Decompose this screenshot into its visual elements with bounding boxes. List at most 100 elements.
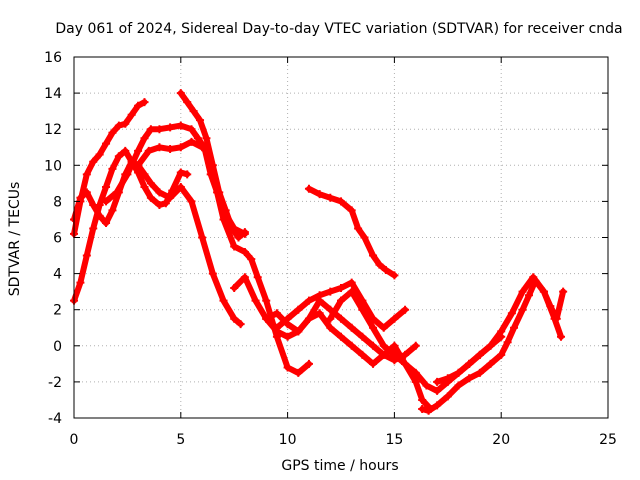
x-tick-label: 0 <box>70 432 79 448</box>
data-point <box>337 284 345 293</box>
data-point <box>251 296 260 305</box>
data-point <box>390 271 399 280</box>
data-point <box>337 332 345 341</box>
data-point <box>89 224 98 233</box>
data-point <box>411 341 420 350</box>
data-point <box>240 273 249 282</box>
series-arc-10 <box>304 184 399 280</box>
data-point <box>354 224 363 233</box>
data-point <box>550 314 559 323</box>
data-point <box>390 350 399 359</box>
data-point <box>155 125 164 134</box>
data-point <box>253 273 262 282</box>
data-point <box>358 305 367 314</box>
data-point <box>82 188 91 197</box>
data-point <box>326 287 335 296</box>
series-arc-6 <box>176 89 249 242</box>
data-point <box>89 157 98 166</box>
data-point <box>168 186 177 195</box>
data-point <box>347 206 356 215</box>
data-point <box>198 233 207 242</box>
data-point <box>347 323 356 332</box>
data-point <box>347 287 356 296</box>
data-point <box>202 134 211 143</box>
data-point <box>294 305 303 314</box>
data-point <box>369 323 378 332</box>
data-point <box>475 368 484 377</box>
data-point <box>187 197 196 206</box>
y-tick-label: 14 <box>44 86 62 102</box>
data-point <box>262 296 271 305</box>
data-point <box>422 381 431 390</box>
data-point <box>454 368 463 377</box>
data-point <box>134 161 143 170</box>
data-point <box>114 152 123 161</box>
data-point <box>196 116 205 125</box>
data-point <box>510 323 519 332</box>
data-point <box>176 143 185 152</box>
data-point <box>108 128 117 137</box>
series-arc-9 <box>262 296 420 365</box>
data-point <box>315 190 324 199</box>
data-point <box>123 170 132 179</box>
data-point <box>102 197 111 206</box>
data-point <box>433 386 442 395</box>
data-point <box>82 170 91 179</box>
data-point <box>507 309 516 318</box>
data-point <box>337 197 345 206</box>
data-point <box>176 182 185 191</box>
data-point <box>518 287 527 296</box>
data-point <box>146 193 155 202</box>
data-point <box>102 219 111 228</box>
data-point <box>294 368 303 377</box>
data-point <box>198 143 207 152</box>
data-point <box>326 314 335 323</box>
data-point <box>108 164 117 173</box>
data-point <box>183 98 192 107</box>
data-point <box>176 121 185 130</box>
data-point <box>221 206 230 215</box>
data-point <box>183 170 192 179</box>
data-point <box>497 327 506 336</box>
y-tick-label: 4 <box>53 267 62 283</box>
data-point <box>208 269 217 278</box>
data-point <box>134 168 143 177</box>
data-point <box>358 350 367 359</box>
data-point <box>418 395 427 404</box>
data-point <box>102 139 111 148</box>
data-point <box>360 233 369 242</box>
data-point <box>189 107 198 116</box>
data-point <box>102 182 111 191</box>
data-point <box>401 350 410 359</box>
data-point <box>230 284 239 293</box>
data-point <box>475 350 484 359</box>
data-point <box>240 247 249 256</box>
data-point <box>347 278 356 287</box>
data-point <box>82 251 91 260</box>
data-point <box>108 206 117 215</box>
data-point <box>272 323 281 332</box>
data-point <box>326 193 335 202</box>
data-point <box>208 161 217 170</box>
data-point <box>557 332 566 341</box>
data-point <box>369 341 378 350</box>
data-point <box>155 143 164 152</box>
x-tick-label: 15 <box>385 432 403 448</box>
data-point <box>155 201 164 210</box>
data-point <box>486 359 495 368</box>
data-point <box>390 314 399 323</box>
data-point <box>272 309 281 318</box>
data-point <box>247 255 256 264</box>
data-point <box>315 309 324 318</box>
data-point <box>518 305 527 314</box>
x-tick-label: 20 <box>492 432 510 448</box>
data-point <box>127 110 136 119</box>
data-point <box>433 401 442 410</box>
data-point <box>337 314 345 323</box>
y-tick-label: 12 <box>44 122 62 138</box>
data-point <box>146 179 155 188</box>
series-layer <box>70 89 568 415</box>
data-point <box>283 320 292 329</box>
data-point <box>524 291 533 300</box>
